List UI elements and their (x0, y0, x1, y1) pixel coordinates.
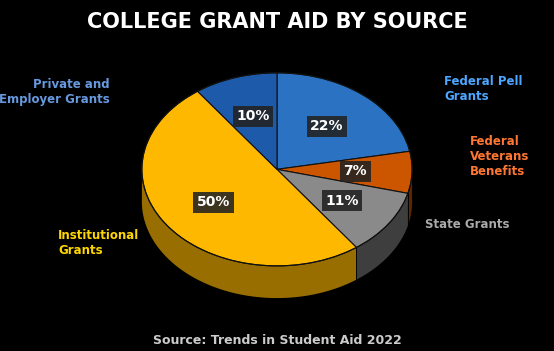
Text: Federal Pell
Grants: Federal Pell Grants (444, 75, 523, 103)
Text: Institutional
Grants: Institutional Grants (58, 229, 140, 257)
Polygon shape (356, 193, 408, 280)
Text: 10%: 10% (236, 109, 269, 123)
Polygon shape (142, 167, 356, 298)
Polygon shape (408, 166, 412, 226)
Text: Source: Trends in Student Aid 2022: Source: Trends in Student Aid 2022 (152, 335, 402, 347)
Polygon shape (277, 73, 410, 169)
Text: COLLEGE GRANT AID BY SOURCE: COLLEGE GRANT AID BY SOURCE (86, 12, 468, 32)
Polygon shape (277, 151, 412, 193)
Text: Private and
Employer Grants: Private and Employer Grants (0, 78, 110, 106)
Polygon shape (198, 73, 277, 169)
Polygon shape (142, 91, 356, 266)
Text: 50%: 50% (197, 195, 230, 209)
Text: Federal
Veterans
Benefits: Federal Veterans Benefits (470, 135, 530, 178)
Text: 11%: 11% (325, 194, 358, 208)
Text: 22%: 22% (310, 119, 343, 133)
Text: State Grants: State Grants (425, 218, 510, 231)
Ellipse shape (142, 105, 412, 298)
Text: 7%: 7% (343, 164, 367, 178)
Polygon shape (277, 169, 408, 247)
